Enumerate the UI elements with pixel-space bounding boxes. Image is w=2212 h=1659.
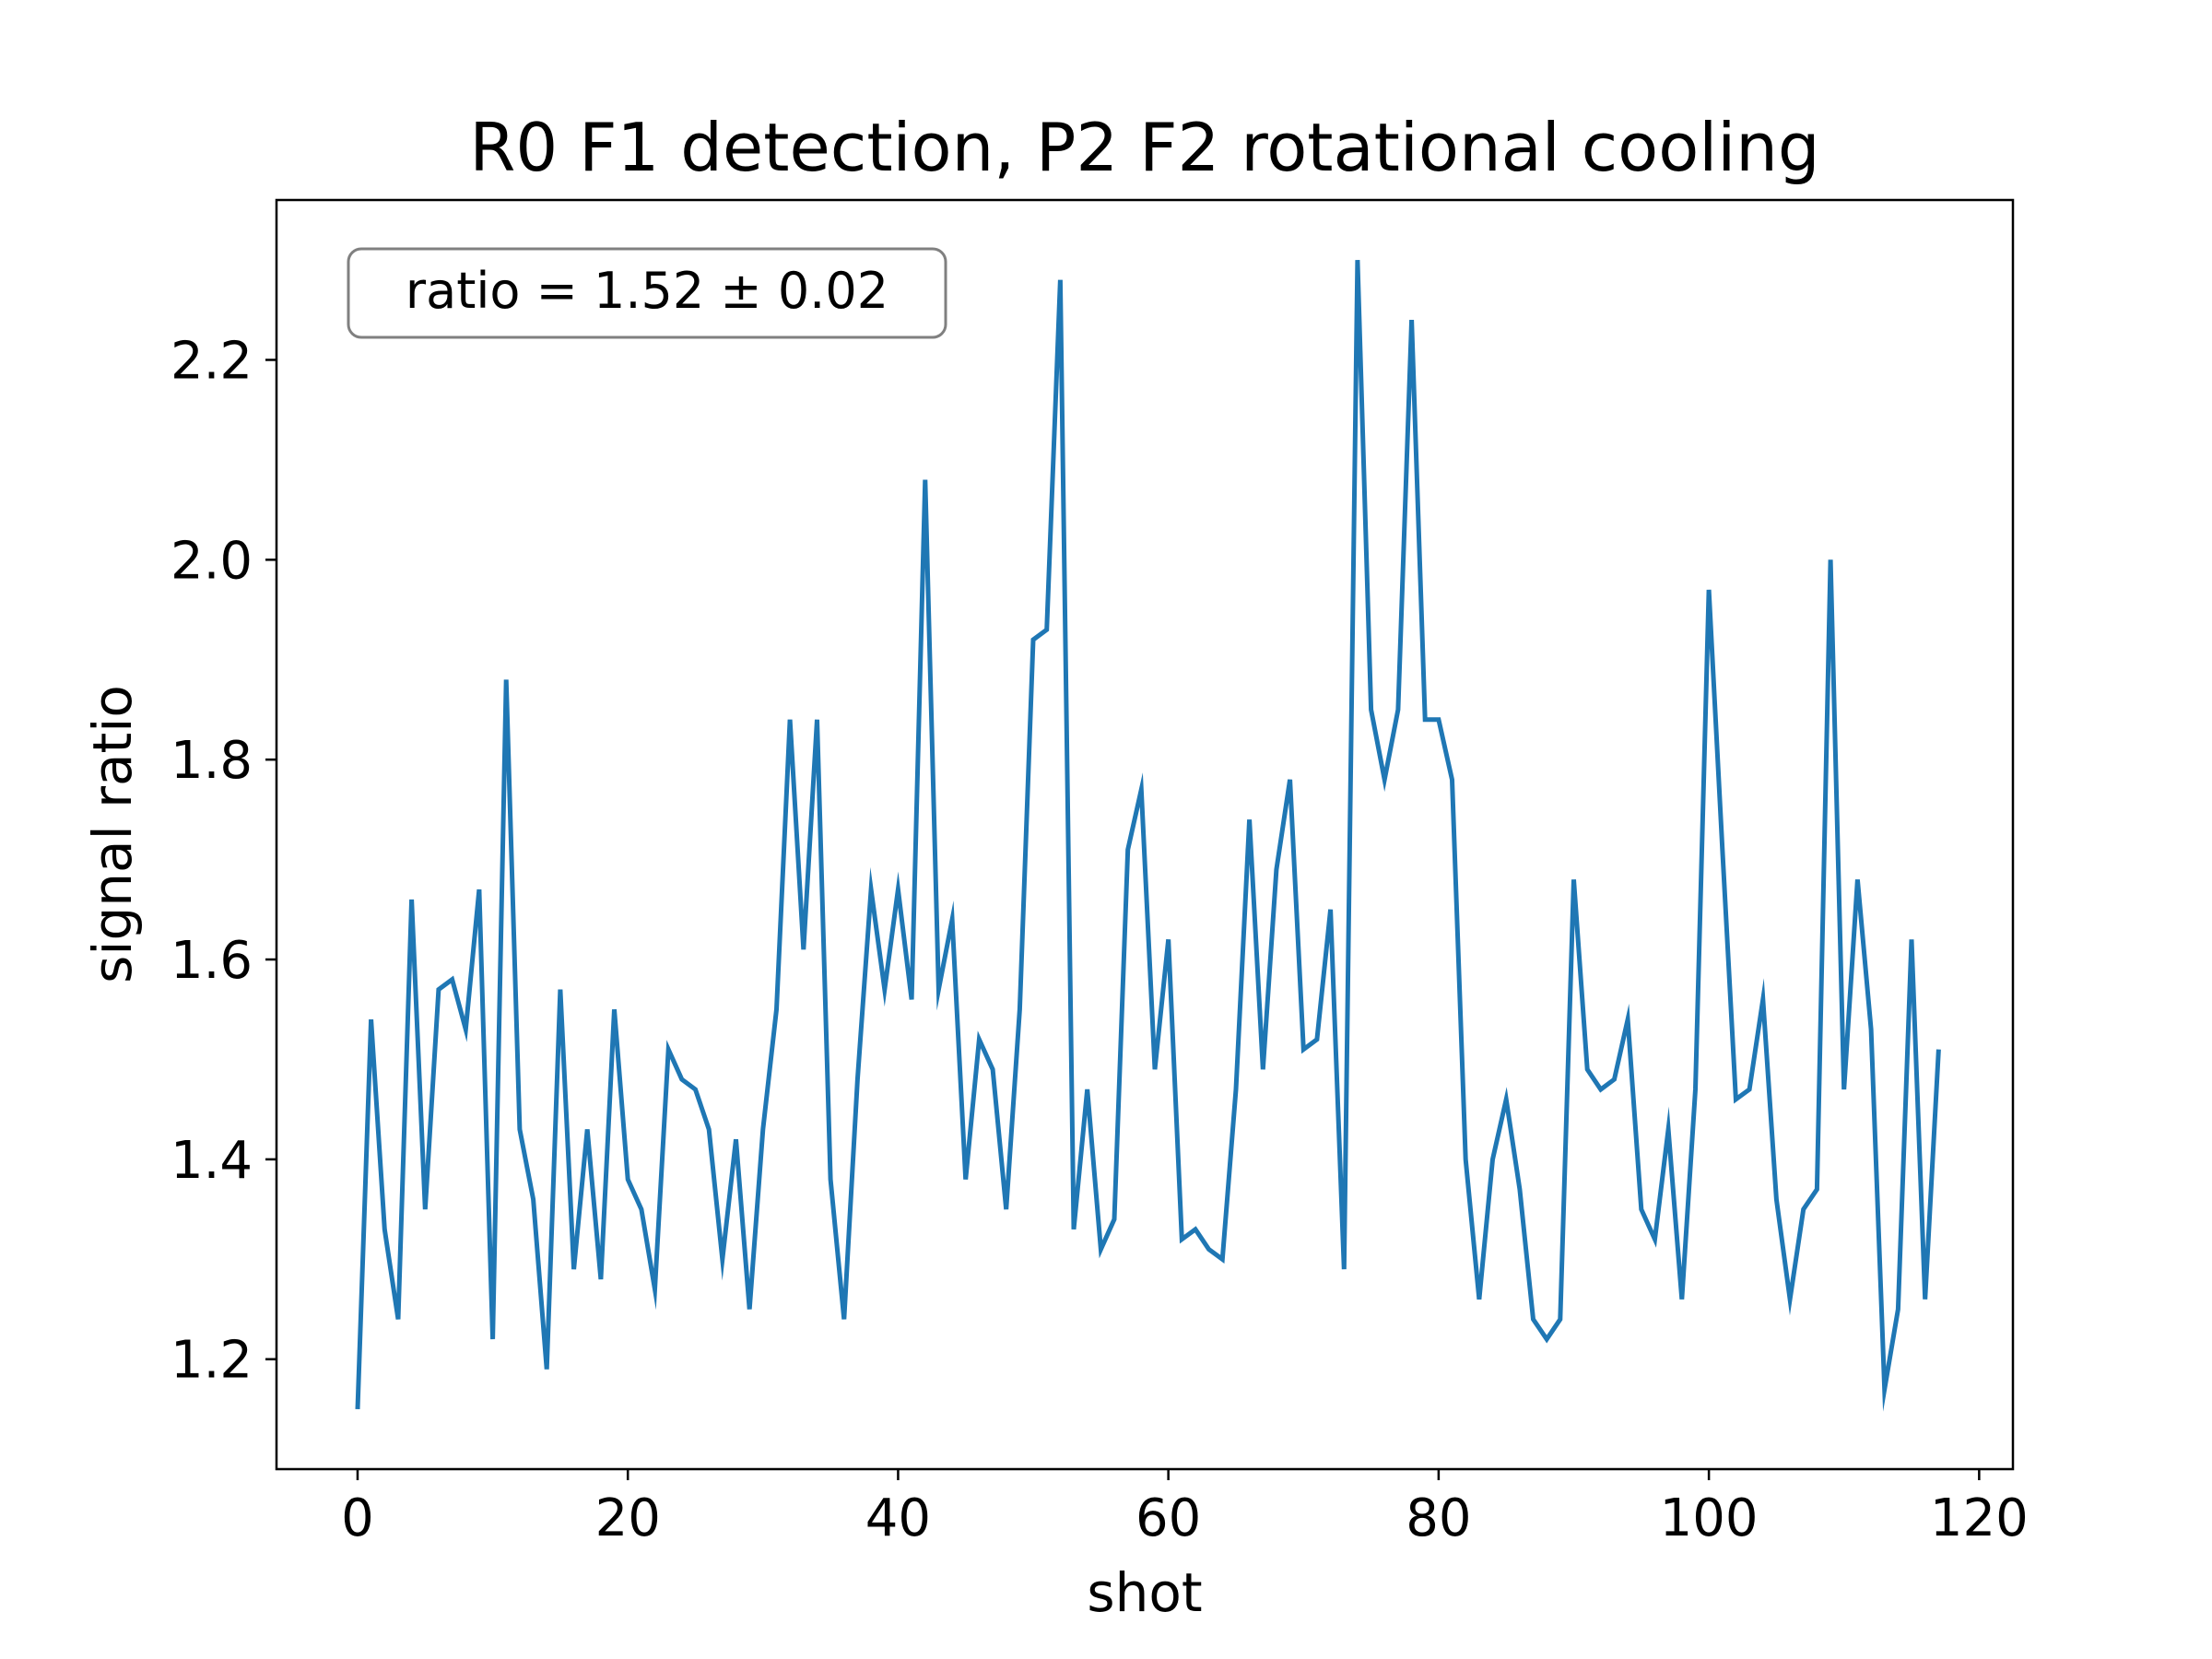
axis-ticks: 0 20 40 60 80 100 120 1.2 1.4 1.6 1.8 2.0 2.2	[171, 331, 2029, 1548]
annotation-box: ratio = 1.52 ± 0.02	[347, 247, 947, 339]
y-tick-label: 1.6	[171, 931, 253, 991]
y-tick-label: 2.2	[171, 331, 253, 391]
x-tick-label: 120	[1930, 1488, 2029, 1548]
y-tick-label: 1.2	[171, 1331, 253, 1391]
axes-frame	[275, 198, 2015, 1471]
annotation-frame	[347, 247, 947, 339]
annotation-text: ratio = 1.52 ± 0.02	[406, 262, 888, 320]
plot-area	[355, 260, 1941, 1412]
series-line	[355, 260, 1941, 1412]
x-tick-label: 100	[1660, 1488, 1759, 1548]
x-axis-label: shot	[1087, 1561, 1202, 1624]
y-axis-label: signal ratio	[81, 685, 144, 983]
y-tick-label: 1.4	[171, 1131, 253, 1191]
y-tick-label: 1.8	[171, 731, 253, 791]
y-tick-label: 2.0	[171, 531, 253, 591]
x-tick-label: 20	[595, 1488, 661, 1548]
x-tick-label: 40	[865, 1488, 931, 1548]
x-tick-label: 60	[1135, 1488, 1201, 1548]
x-tick-label: 80	[1406, 1488, 1471, 1548]
x-tick-label: 0	[341, 1488, 374, 1548]
chart-title: R0 F1 detection, P2 F2 rotational coolin…	[469, 109, 1819, 186]
